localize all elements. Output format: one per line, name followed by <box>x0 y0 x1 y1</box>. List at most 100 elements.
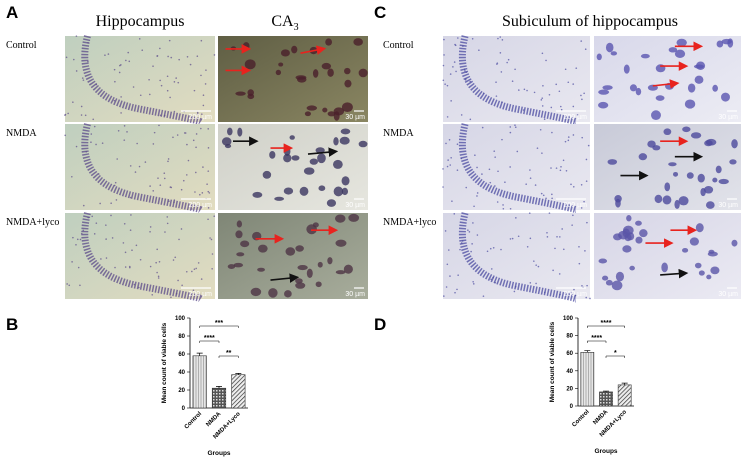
cell <box>565 169 568 172</box>
cell <box>111 237 114 239</box>
cell <box>534 184 537 186</box>
cell <box>76 238 79 241</box>
cell <box>184 132 187 134</box>
cell <box>185 270 188 273</box>
cell <box>462 45 464 47</box>
significance-label: **** <box>601 320 612 327</box>
x-tick-label: NMDA <box>205 411 222 428</box>
cell <box>207 190 210 193</box>
row-label: NMDA+lyco <box>6 217 59 228</box>
cell <box>134 171 137 173</box>
cell <box>496 63 498 65</box>
cell <box>173 201 175 203</box>
cell <box>178 58 180 61</box>
cell <box>211 267 213 270</box>
cell <box>447 249 450 251</box>
cell <box>451 200 453 202</box>
scale-label: 200 µm <box>564 114 588 121</box>
cell <box>654 194 663 204</box>
row-label: Control <box>383 40 414 51</box>
cell <box>79 238 82 241</box>
cell <box>104 54 106 56</box>
cell <box>82 79 85 81</box>
cell <box>509 166 511 168</box>
bar <box>599 391 613 407</box>
error-bar <box>235 373 242 375</box>
cell <box>210 238 213 241</box>
cell <box>567 136 570 138</box>
cell <box>90 141 92 144</box>
cell <box>705 138 717 146</box>
cell <box>335 270 346 275</box>
cell <box>207 170 210 172</box>
cell <box>567 81 570 84</box>
micrograph <box>594 36 741 122</box>
cell <box>456 169 459 171</box>
cell <box>116 158 119 160</box>
cell <box>465 77 467 80</box>
cell <box>585 158 588 161</box>
cell <box>133 283 136 286</box>
cell <box>91 215 93 218</box>
cell <box>721 92 730 102</box>
significance-label: * <box>614 350 617 357</box>
cell <box>586 284 588 287</box>
cell <box>152 143 155 145</box>
cell <box>469 80 472 83</box>
cell <box>299 186 309 196</box>
bar <box>192 355 207 409</box>
cell <box>716 40 724 48</box>
cell <box>192 139 195 142</box>
y-tick-label: 40 <box>178 370 185 376</box>
cell <box>664 182 671 192</box>
scale-label: 30 µm <box>718 291 738 298</box>
cell <box>550 167 552 169</box>
cell <box>454 43 456 46</box>
cell <box>258 244 268 253</box>
cell <box>449 275 451 277</box>
cell <box>543 291 546 294</box>
cell <box>474 154 476 156</box>
cell <box>494 156 496 158</box>
cell <box>295 75 307 80</box>
cell <box>542 85 544 87</box>
cell <box>297 264 308 271</box>
cell <box>476 192 479 194</box>
cell <box>75 145 78 148</box>
cell <box>93 233 96 235</box>
cell <box>304 111 311 117</box>
significance-bracket <box>199 340 220 343</box>
cell <box>465 71 468 74</box>
cell <box>576 114 579 116</box>
arrow <box>307 147 339 157</box>
cell <box>119 64 121 67</box>
cell <box>668 47 678 53</box>
cell <box>509 238 512 240</box>
cell <box>199 193 201 196</box>
micrograph <box>218 213 368 299</box>
cell <box>167 160 169 163</box>
cell <box>448 139 451 141</box>
cell <box>472 280 474 283</box>
cell <box>207 147 210 149</box>
cell <box>333 186 344 197</box>
cell <box>489 181 492 184</box>
cell <box>186 56 189 58</box>
cell <box>358 68 368 78</box>
cell <box>578 245 580 248</box>
cell <box>682 247 689 253</box>
cell <box>518 89 520 91</box>
scale-label: 30 µm <box>718 202 738 209</box>
cell <box>139 258 142 261</box>
cell <box>690 132 702 139</box>
cell <box>80 114 83 116</box>
cell <box>457 37 459 39</box>
cell <box>567 139 570 142</box>
cell <box>187 159 190 162</box>
cell <box>87 216 90 219</box>
cell <box>136 142 138 145</box>
cell <box>570 291 572 294</box>
cell <box>123 139 126 141</box>
cell <box>495 81 497 83</box>
cell <box>185 174 188 176</box>
